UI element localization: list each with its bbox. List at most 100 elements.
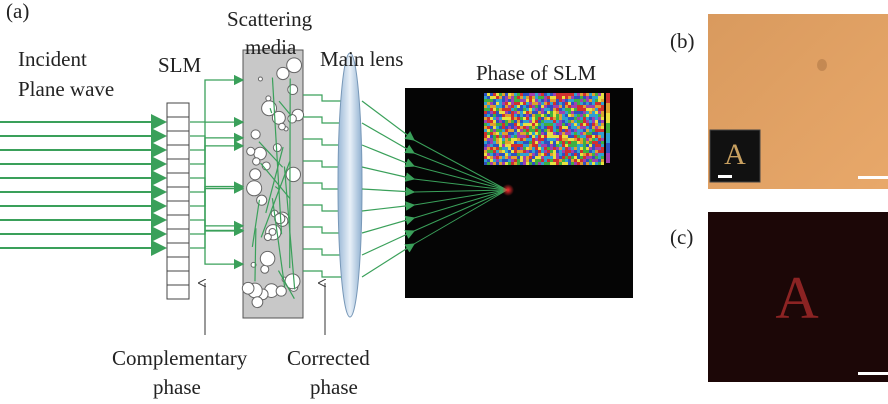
pixel — [538, 114, 541, 117]
pixel — [496, 159, 499, 162]
pixel — [499, 162, 502, 165]
pixel — [553, 99, 556, 102]
pixel — [568, 162, 571, 165]
pixel — [589, 114, 592, 117]
pixel — [562, 108, 565, 111]
pixel — [493, 129, 496, 132]
pixel — [499, 135, 502, 138]
main-lens — [338, 53, 362, 317]
colorbar — [606, 113, 610, 123]
pixel — [547, 120, 550, 123]
pixel — [565, 156, 568, 159]
pixel — [511, 162, 514, 165]
pixel — [484, 153, 487, 156]
pixel — [559, 156, 562, 159]
pixel — [526, 153, 529, 156]
pixel — [517, 117, 520, 120]
pixel — [529, 147, 532, 150]
pixel — [502, 123, 505, 126]
pixel — [493, 120, 496, 123]
pixel — [559, 102, 562, 105]
pixel — [520, 132, 523, 135]
pixel — [574, 147, 577, 150]
pixel — [568, 156, 571, 159]
pixel — [586, 123, 589, 126]
pixel — [514, 117, 517, 120]
pixel — [562, 120, 565, 123]
pixel — [574, 117, 577, 120]
pixel — [493, 153, 496, 156]
slm-cell — [167, 215, 189, 229]
pixel — [517, 99, 520, 102]
pixel — [556, 144, 559, 147]
pixel — [571, 132, 574, 135]
pixel — [484, 117, 487, 120]
pixel — [529, 150, 532, 153]
pixel — [517, 120, 520, 123]
pixel — [589, 105, 592, 108]
slm-cell — [167, 229, 189, 243]
pixel — [484, 96, 487, 99]
pixel — [487, 102, 490, 105]
pixel — [574, 162, 577, 165]
pixel — [556, 156, 559, 159]
label: Scattering — [227, 7, 313, 31]
pixel — [505, 102, 508, 105]
pixel — [598, 102, 601, 105]
pixel — [601, 159, 604, 162]
pixel — [535, 93, 538, 96]
pixel — [592, 93, 595, 96]
pixel — [490, 96, 493, 99]
pixel — [520, 93, 523, 96]
pixel — [526, 135, 529, 138]
pixel — [589, 150, 592, 153]
pixel — [595, 111, 598, 114]
pixel — [574, 141, 577, 144]
pixel — [544, 111, 547, 114]
pixel — [484, 135, 487, 138]
pixel — [541, 135, 544, 138]
slm-cell — [167, 257, 189, 271]
pixel — [499, 117, 502, 120]
pixel — [511, 153, 514, 156]
pixel — [502, 126, 505, 129]
path — [190, 187, 243, 192]
pixel — [598, 138, 601, 141]
pixel — [583, 144, 586, 147]
pixel — [601, 135, 604, 138]
pixel — [502, 102, 505, 105]
pixel — [544, 132, 547, 135]
pixel — [484, 159, 487, 162]
pixel — [493, 117, 496, 120]
pixel — [544, 123, 547, 126]
pixel — [592, 150, 595, 153]
pixel — [571, 120, 574, 123]
pixel — [511, 102, 514, 105]
pixel — [499, 159, 502, 162]
pixel — [511, 159, 514, 162]
pixel — [541, 117, 544, 120]
pixel — [547, 114, 550, 117]
pixel — [583, 117, 586, 120]
pixel — [592, 114, 595, 117]
pixel — [499, 96, 502, 99]
pixel — [601, 99, 604, 102]
pixel — [526, 150, 529, 153]
pixel — [484, 105, 487, 108]
pixel — [541, 147, 544, 150]
pixel — [583, 153, 586, 156]
pixel — [499, 108, 502, 111]
pixel — [490, 144, 493, 147]
pixel — [505, 105, 508, 108]
pixel — [559, 141, 562, 144]
pixel — [511, 105, 514, 108]
pixel — [601, 144, 604, 147]
pixel — [529, 120, 532, 123]
slm-cell — [167, 201, 189, 215]
pixel — [505, 162, 508, 165]
pixel — [580, 102, 583, 105]
pixel — [487, 153, 490, 156]
pixel — [520, 156, 523, 159]
pixel — [547, 96, 550, 99]
pixel — [556, 132, 559, 135]
